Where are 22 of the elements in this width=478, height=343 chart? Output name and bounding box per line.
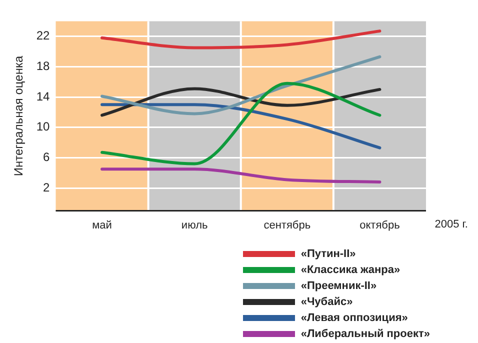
legend-label: «Либеральный проект» (300, 328, 430, 340)
y-tick-label: 10 (36, 120, 50, 134)
y-axis-title: Интегральная оценка (12, 56, 26, 176)
line-series (100, 55, 382, 116)
legend-label: «Чубайс» (300, 296, 353, 308)
line-series (100, 82, 382, 166)
legend-label: «Преемник-II» (300, 280, 377, 292)
legend-label: «Классика жанра» (300, 264, 400, 276)
y-tick-label: 2 (43, 180, 50, 194)
x-axis-title: 2005 г. (434, 218, 468, 230)
x-tick-label: июль (181, 219, 208, 232)
y-tick-label: 22 (36, 28, 50, 43)
y-tick-label: 14 (36, 89, 50, 104)
line-series (100, 87, 382, 117)
line-series (100, 30, 382, 50)
x-tick-label: сентябрь (264, 219, 311, 232)
x-tick-label: октябрь (360, 219, 400, 232)
legend-label: «Путин-II» (300, 248, 356, 260)
legend-label: «Левая оппозиция» (300, 312, 408, 324)
y-tick-label: 6 (43, 150, 50, 164)
x-tick-label: май (92, 219, 112, 232)
y-tick-label: 18 (36, 59, 50, 74)
